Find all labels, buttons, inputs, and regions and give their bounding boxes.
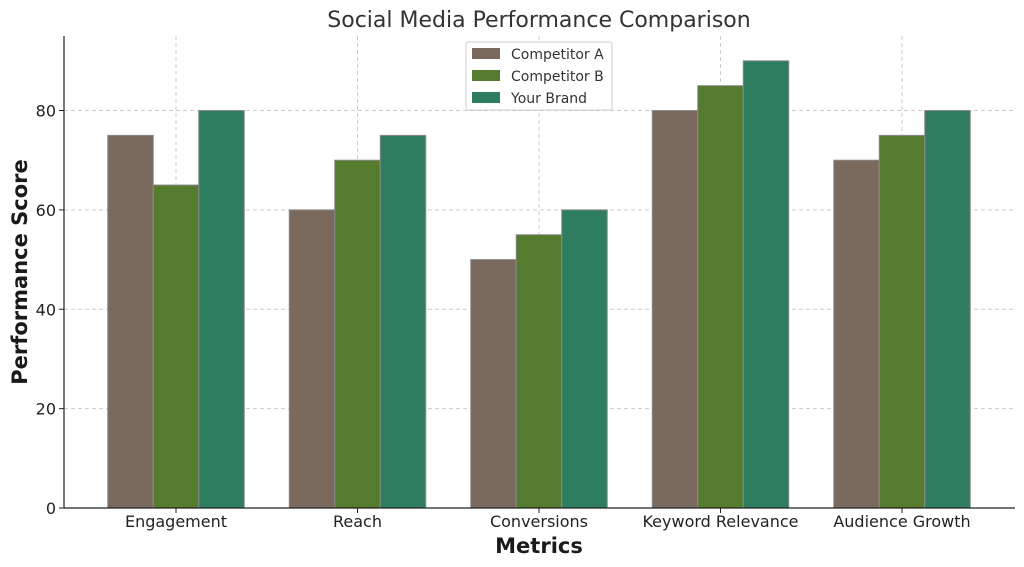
x-tick-label-reach: Reach [333, 512, 382, 531]
bar-competitor-b-conversions [515, 234, 563, 509]
bar-competitor-b-audience-growth [878, 134, 926, 509]
bar-your-brand-engagement [198, 110, 245, 509]
bar-competitor-a-audience-growth [833, 159, 880, 509]
y-tick-label: 40 [36, 300, 56, 319]
bar-competitor-a-conversions [470, 259, 517, 509]
y-tick-label: 80 [36, 102, 56, 121]
bar-your-brand-reach [379, 134, 427, 509]
legend-label-your-brand: Your Brand [510, 91, 587, 107]
legend-label-competitor-b: Competitor B [511, 69, 604, 85]
bar-competitor-a-engagement [107, 134, 154, 509]
bar-your-brand-audience-growth [924, 110, 971, 509]
legend-box [465, 41, 613, 111]
x-tick-label-engagement: Engagement [125, 512, 227, 531]
bar-competitor-b-reach [334, 159, 381, 509]
x-tick-label-audience-growth: Audience Growth [833, 512, 970, 531]
legend-swatch-your-brand [472, 92, 500, 103]
bar-your-brand-keyword-relevance [742, 60, 790, 509]
x-tick-label-conversions: Conversions [490, 512, 588, 531]
x-axis-title: Metrics [495, 534, 583, 558]
y-tick-label: 20 [36, 400, 56, 419]
y-tick-label: 60 [36, 201, 56, 220]
bars [107, 60, 971, 509]
x-tick-label-keyword-relevance: Keyword Relevance [642, 512, 798, 531]
legend-label-competitor-a: Competitor A [511, 47, 604, 63]
y-tick-label: 0 [46, 499, 56, 518]
bar-your-brand-conversions [561, 209, 608, 509]
tick-labels: 0 20 40 60 80 Engagement Reach Conversions Keywo… [36, 102, 971, 531]
y-axis-title: Performance Score [8, 159, 32, 385]
legend-swatch-competitor-b [472, 70, 500, 81]
bar-competitor-a-reach [288, 209, 336, 509]
bar-competitor-a-keyword-relevance [651, 110, 699, 509]
chart-title: Social Media Performance Comparison [327, 8, 750, 33]
bar-competitor-b-keyword-relevance [697, 85, 744, 509]
bar-competitor-b-engagement [152, 184, 200, 509]
legend: Competitor A Competitor B Your Brand [465, 41, 613, 111]
legend-swatch-competitor-a [472, 48, 500, 59]
